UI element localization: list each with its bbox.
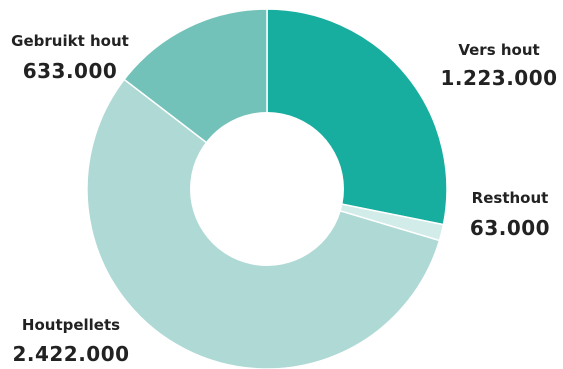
slice-label-resthout: Resthout (472, 189, 549, 207)
slice-value-houtpellets: 2.422.000 (12, 342, 129, 366)
donut-hole (190, 112, 344, 266)
slice-label-houtpellets: Houtpellets (22, 316, 120, 334)
slice-value-vers-hout: 1.223.000 (440, 66, 557, 90)
slice-label-vers-hout: Vers hout (458, 41, 539, 59)
slice-value-gebruikt-hout: 633.000 (23, 59, 118, 83)
slice-label-gebruikt-hout: Gebruikt hout (11, 32, 129, 50)
slice-value-resthout: 63.000 (470, 216, 550, 240)
